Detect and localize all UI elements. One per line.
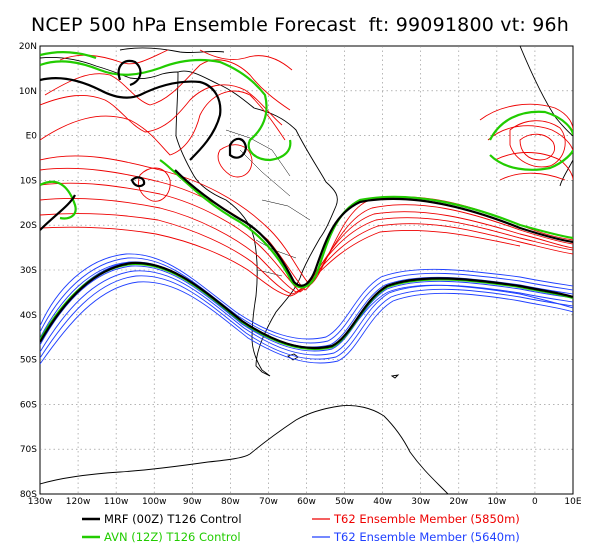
longitude-label: 90w — [183, 497, 202, 507]
latitude-label: 60S — [20, 400, 37, 410]
map-title: NCEP 500 hPa Ensemble Forecast ft: 99091… — [30, 14, 570, 36]
country-borders — [225, 129, 311, 277]
latitude-labels: 20N 10N E0 10S 20S 30S 40S 50S 60S 70S 80S — [19, 42, 37, 500]
longitude-label: 20w — [449, 497, 468, 507]
africa-coastline — [519, 46, 573, 187]
latitude-label: 80S — [20, 490, 37, 500]
longitude-labels: 130w 120w 110w 100w 90w 80w 70w 60w 50w 40w 30w 20w… — [28, 497, 582, 507]
latitude-label: 70S — [20, 445, 37, 455]
longitude-label: 30w — [411, 497, 430, 507]
longitude-label: 100w — [142, 497, 167, 507]
longitude-label: 50w — [335, 497, 354, 507]
longitude-label: 130w — [28, 497, 53, 507]
latitude-label: E0 — [26, 132, 38, 142]
longitude-label: 110w — [104, 497, 129, 507]
latitude-label: 20N — [19, 42, 37, 52]
legend-label: MRF (00Z) T126 Control — [104, 512, 242, 526]
mrf-control-contours — [40, 59, 573, 350]
graticule — [40, 46, 573, 494]
latitude-label: 30S — [20, 266, 37, 276]
latitude-label: 20S — [20, 221, 37, 231]
longitude-label: 40w — [373, 497, 392, 507]
central-america-coastline — [40, 57, 179, 80]
latitude-label: 50S — [20, 356, 37, 366]
south-georgia — [390, 374, 400, 379]
antarctic-peninsula-coastline — [249, 405, 449, 494]
longitude-label: 10w — [487, 497, 506, 507]
south-america-coastline — [175, 70, 338, 377]
coastlines — [40, 46, 573, 494]
longitude-label: 10E — [564, 497, 581, 507]
legend-label: T62 Ensemble Member (5640m) — [333, 530, 520, 544]
longitude-label: 120w — [66, 497, 91, 507]
caribbean-coastline — [119, 47, 225, 54]
legend-label: T62 Ensemble Member (5850m) — [333, 512, 520, 526]
antarctica-coastline — [40, 453, 251, 485]
latitude-label: 10S — [20, 176, 37, 186]
longitude-label: 70w — [259, 497, 278, 507]
longitude-label: 60w — [297, 497, 316, 507]
latitude-label: 40S — [20, 311, 37, 321]
red-ensemble-5850m — [40, 49, 573, 297]
legend: MRF (00Z) T126 Control AVN (12Z) T126 Con… — [82, 512, 520, 544]
legend-label: AVN (12Z) T126 Control — [104, 530, 241, 544]
longitude-label: 0 — [532, 497, 538, 507]
latitude-label: 10N — [19, 87, 37, 97]
longitude-label: 80w — [221, 497, 240, 507]
